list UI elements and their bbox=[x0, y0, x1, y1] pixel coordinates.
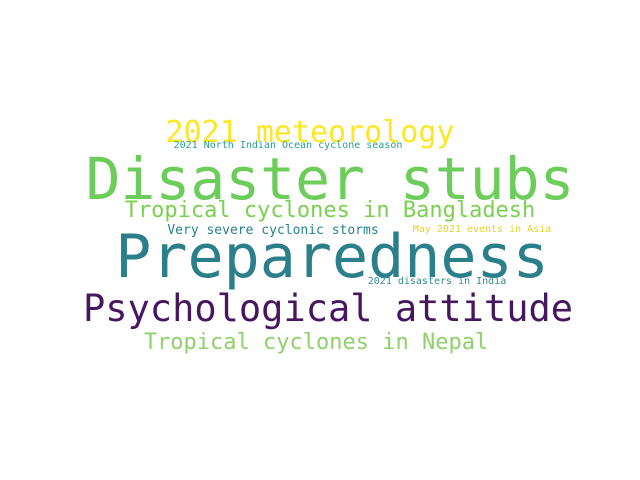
word-2021-north-indian-ocean-cyclone-season: 2021 North Indian Ocean cyclone season bbox=[173, 140, 403, 151]
word-2021-meteorology: 2021 meteorology bbox=[165, 115, 455, 150]
word-very-severe-cyclonic-storms: Very severe cyclonic storms bbox=[167, 223, 379, 238]
word-preparedness: Preparedness bbox=[115, 222, 549, 292]
word-tropical-cyclones-in-nepal: Tropical cyclones in Nepal bbox=[143, 330, 489, 355]
word-psychological-attitude: Psychological attitude bbox=[82, 287, 574, 330]
word-tropical-cyclones-in-bangladesh: Tropical cyclones in Bangladesh bbox=[124, 198, 536, 223]
word-disaster-stubs: Disaster stubs bbox=[85, 145, 575, 213]
word-2021-disasters-in-india: 2021 disasters in India bbox=[367, 276, 507, 287]
word-may-2021-events-in-asia: May 2021 events in Asia bbox=[412, 224, 552, 235]
